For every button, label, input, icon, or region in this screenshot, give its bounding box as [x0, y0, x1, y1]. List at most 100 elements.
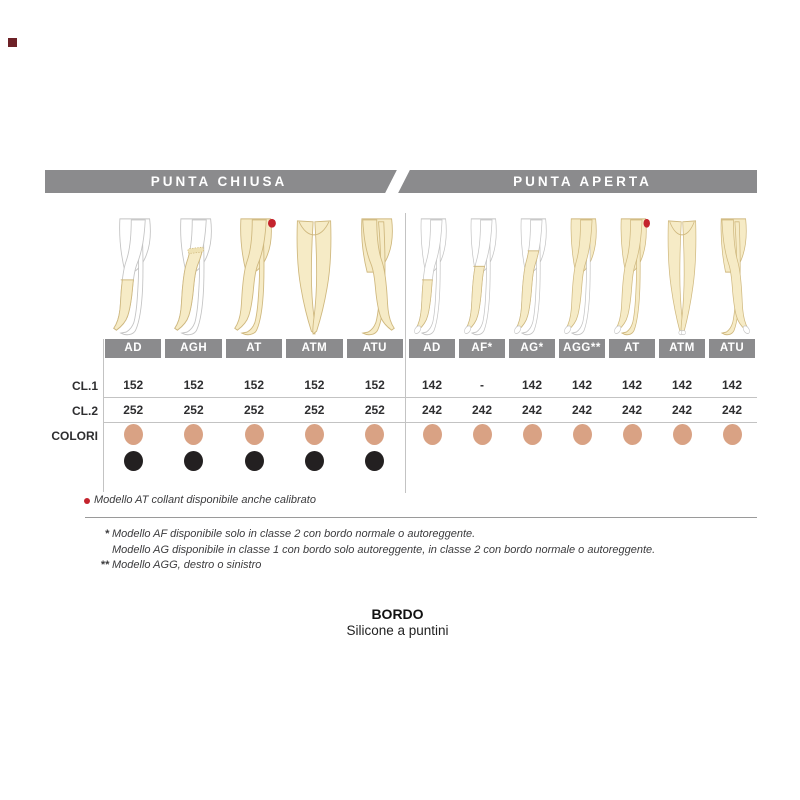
- bordo-title: BORDO: [371, 606, 424, 622]
- leg-illustration: [720, 218, 750, 336]
- color-options-AGG**: [557, 424, 607, 476]
- footnote-text: Modello AT collant disponibile anche cal…: [94, 494, 316, 506]
- notes-block: * Modello AF disponibile solo in classe 2…: [94, 527, 754, 574]
- note-marker: [94, 543, 112, 559]
- note-text: Modello AF disponibile solo in classe 2 …: [112, 528, 476, 540]
- col-header-AGG**: AGG**: [559, 339, 605, 358]
- leg-figure-AGH: [163, 216, 223, 336]
- note-text: Modello AGG, destro o sinistro: [112, 559, 262, 571]
- cl2-value-AGH: 252: [183, 403, 204, 417]
- col-header-AG*: AG*: [509, 339, 555, 358]
- section-divider-line: [405, 213, 406, 493]
- color-options-ATM: [284, 424, 344, 476]
- col-header-ATU: ATU: [709, 339, 755, 358]
- color-options-AT: [607, 424, 657, 476]
- color-dot-black: [244, 451, 264, 471]
- cl1-value-AD: 142: [421, 378, 443, 392]
- leg-illustration: [414, 218, 447, 336]
- cl2-value-AD: 242: [421, 403, 443, 417]
- legs-punta-chiusa: [103, 215, 405, 336]
- color-dot-beige: [722, 424, 742, 445]
- cl1-value-AT: 142: [621, 378, 643, 392]
- col-header-AD: AD: [105, 339, 162, 358]
- cl1-value-AGG**: 142: [571, 378, 593, 392]
- cl1-value-AG*: 142: [521, 378, 543, 392]
- leg-illustration: [464, 218, 497, 336]
- column-headers-punta-chiusa: AD AGH AT ATM ATU: [103, 339, 405, 358]
- col-header-ATU: ATU: [346, 339, 404, 358]
- notes-divider-line: [85, 517, 757, 518]
- color-options-AG*: [507, 424, 557, 476]
- cl2-value-AD: 252: [123, 403, 144, 417]
- color-options-ATU: [345, 424, 405, 476]
- cl1-value-ATU: 152: [364, 378, 385, 392]
- row-label-cl2: CL.2: [71, 404, 98, 418]
- color-dot-beige: [622, 424, 642, 445]
- leg-figure-AD: [407, 216, 457, 336]
- col-header-AD: AD: [409, 339, 455, 358]
- color-dot-black: [365, 451, 385, 471]
- cl2-value-ATM: 252: [304, 403, 325, 417]
- cl2-value-ATU: 242: [721, 403, 743, 417]
- red-dot-icon: [84, 498, 90, 504]
- col-header-AT: AT: [225, 339, 283, 358]
- col-header-AT: AT: [609, 339, 655, 358]
- leg-figure-ATM: [657, 216, 707, 336]
- cl1-values-punta-chiusa: 152 152 152 152 152: [103, 377, 405, 394]
- section-title-punta-chiusa: PUNTA CHIUSA: [150, 174, 288, 189]
- cl2-value-AT: 252: [244, 403, 265, 417]
- color-dot-beige: [244, 424, 264, 445]
- color-options-AT: [224, 424, 284, 476]
- cl1-value-ATU: 142: [721, 378, 743, 392]
- leg-figure-ATU: [707, 216, 757, 336]
- cl2-values-punta-chiusa: 252 252 252 252 252: [103, 402, 405, 419]
- cl2-value-ATM: 242: [671, 403, 693, 417]
- color-dot-beige: [184, 424, 204, 445]
- color-options-ATU: [707, 424, 757, 476]
- legs-punta-aperta: [407, 215, 757, 336]
- leg-figure-AT: [224, 216, 284, 336]
- brand-mark: [8, 38, 17, 47]
- leg-illustration: [564, 218, 597, 336]
- note-marker: **: [100, 559, 109, 571]
- color-options-AD: [103, 424, 163, 476]
- col-header-ATM: ATM: [286, 339, 343, 358]
- leg-illustration: [614, 218, 650, 336]
- table-rule-cl2: [103, 422, 757, 423]
- row-label-cl1: CL.1: [71, 379, 98, 393]
- section-title-punta-aperta: PUNTA APERTA: [513, 174, 652, 189]
- cl1-value-AGH: 152: [183, 378, 204, 392]
- cl2-values-punta-aperta: 242 242 242 242 242 242 242: [407, 402, 757, 419]
- note-text: Modello AG disponibile in classe 1 con b…: [112, 543, 656, 556]
- leg-figure-ATM: [284, 216, 344, 336]
- color-options-AF*: [457, 424, 507, 476]
- row-label-colori: COLORI: [51, 429, 98, 443]
- bordo-subtitle: Silicone a puntini: [346, 623, 449, 638]
- leg-illustration: [361, 218, 395, 336]
- color-dots-punta-chiusa: [103, 424, 405, 476]
- color-options-AD: [407, 424, 457, 476]
- cl1-value-ATM: 152: [304, 378, 325, 392]
- color-dots-punta-aperta: [407, 424, 757, 476]
- color-dot-beige: [422, 424, 442, 445]
- col-header-AGH: AGH: [165, 339, 222, 358]
- color-dot-black: [123, 451, 143, 471]
- note-line-1: * Modello AF disponibile solo in classe 2…: [94, 527, 754, 543]
- cl2-value-ATU: 252: [364, 403, 385, 417]
- cl1-value-AD: 152: [123, 378, 144, 392]
- leg-figure-AGG**: [557, 216, 607, 336]
- color-dot-beige: [672, 424, 692, 445]
- cl2-value-AT: 242: [621, 403, 643, 417]
- cl1-values-punta-aperta: 142 - 142 142 142 142 142: [407, 377, 757, 394]
- leg-illustration: [234, 218, 276, 336]
- col-header-AF*: AF*: [459, 339, 505, 358]
- cl2-value-AG*: 242: [521, 403, 543, 417]
- note-marker: *: [104, 528, 109, 540]
- color-options-ATM: [657, 424, 707, 476]
- color-dot-beige: [572, 424, 592, 445]
- column-headers-punta-aperta: AD AF* AG* AGG** AT ATM ATU: [407, 339, 757, 358]
- color-dot-beige: [472, 424, 492, 445]
- leg-illustration: [514, 218, 547, 336]
- color-dot-beige: [123, 424, 143, 445]
